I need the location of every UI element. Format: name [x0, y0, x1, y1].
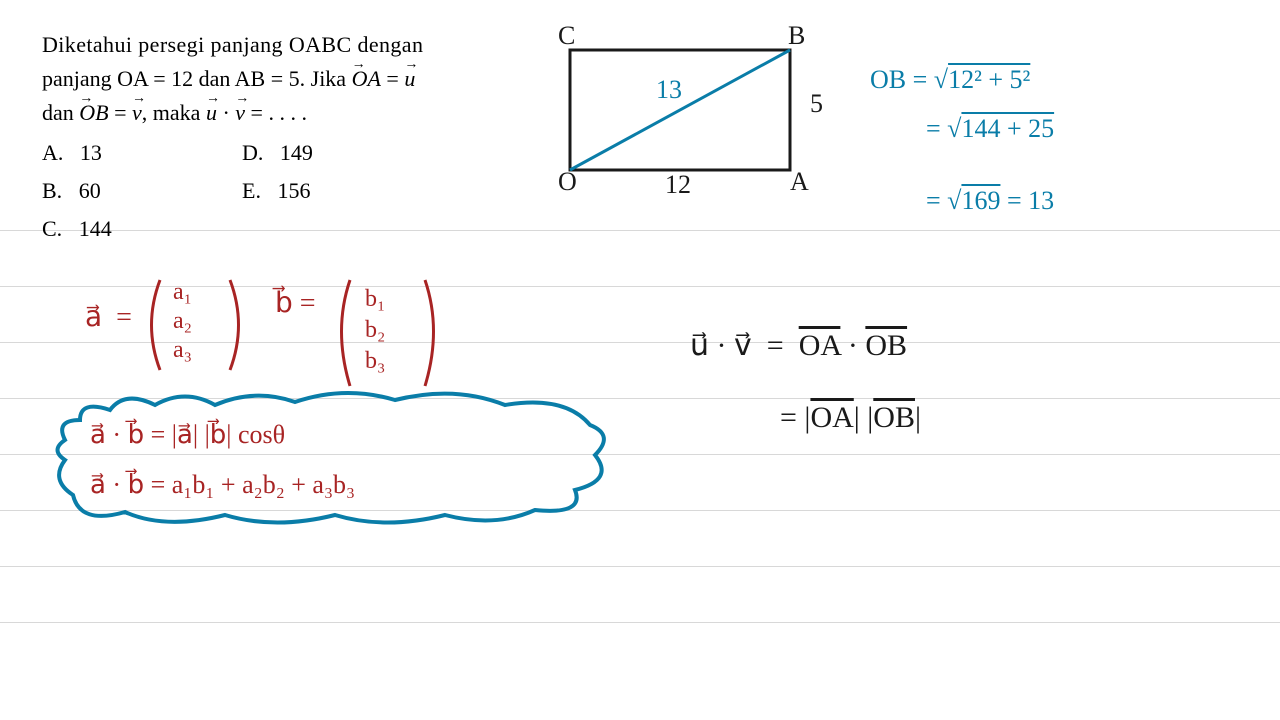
- vertex-c: C: [558, 21, 575, 51]
- choice-c: C. 144: [42, 212, 242, 246]
- vertex-b: B: [788, 21, 805, 51]
- problem-line2: panjang OA = 12 dan AB = 5. Jika →OA = →…: [42, 62, 522, 96]
- calc-line2: = √144 + 25: [870, 104, 1270, 153]
- a-components: a₁ a₂ a₃: [173, 278, 192, 364]
- working-line1: u⃗ · v⃗ = OA · OB: [690, 310, 921, 382]
- problem-line1: Diketahui persegi panjang OABC dengan: [42, 28, 522, 62]
- side-bottom: 12: [665, 170, 691, 200]
- side-right: 5: [810, 89, 823, 119]
- rectangle-diagram: C B O A 12 5 13: [560, 25, 820, 195]
- answer-choices: A. 13 D. 149 B. 60 E. 156 C. 144: [42, 136, 522, 246]
- vertex-a: A: [790, 167, 809, 197]
- vec-b-label: b⃗ =: [275, 286, 316, 320]
- choice-a: A. 13: [42, 136, 242, 170]
- black-working: u⃗ · v⃗ = OA · OB = |OA| |OB|: [690, 310, 921, 454]
- vec-a-label: a⃗ =: [85, 300, 132, 334]
- dot-formula-cos: a⃗ · b⃗ = |a⃗| |b⃗| cosθ: [90, 420, 285, 450]
- b-components: b₁ b₂ b₃: [365, 284, 385, 378]
- diagonal-label: 13: [656, 75, 682, 105]
- choice-e: E. 156: [242, 174, 442, 208]
- calc-line3: = √169 = 13: [870, 176, 1270, 225]
- calc-line1: OB = √12² + 5²: [870, 55, 1270, 104]
- choice-b: B. 60: [42, 174, 242, 208]
- blue-calculation: OB = √12² + 5² = √144 + 25 = √169 = 13: [870, 55, 1270, 225]
- vertex-o: O: [558, 167, 577, 197]
- problem-line3: dan →OB = →v, maka →u · →v = . . . .: [42, 96, 522, 130]
- choice-d: D. 149: [242, 136, 442, 170]
- dot-formula-components: a⃗ · b⃗ = a₁b₁ + a₂b₂ + a₃b₃: [90, 470, 355, 500]
- working-line2: = |OA| |OB|: [690, 382, 921, 454]
- problem-statement: Diketahui persegi panjang OABC dengan pa…: [42, 28, 522, 247]
